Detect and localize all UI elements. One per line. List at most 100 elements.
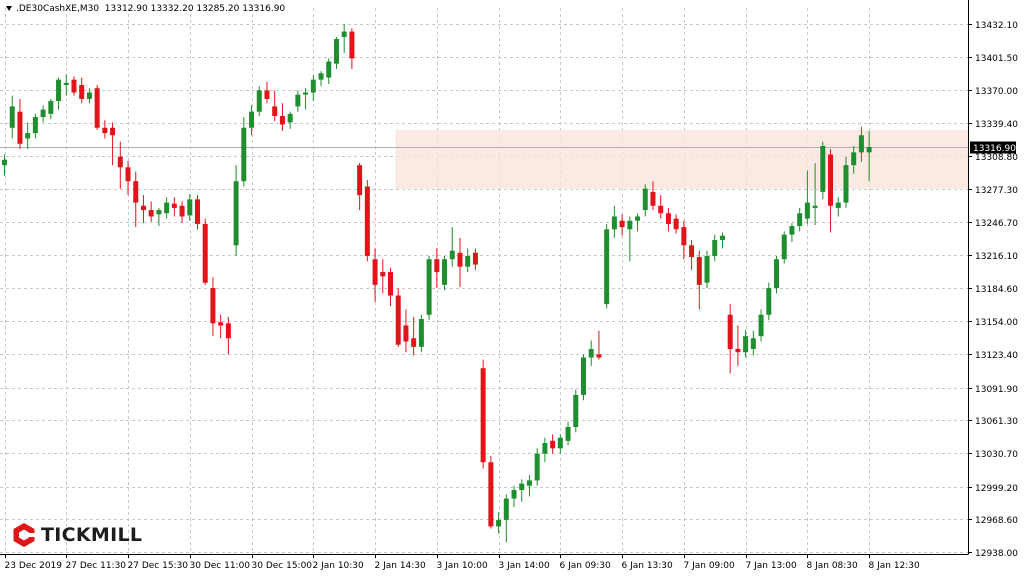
candle-body [781, 234, 787, 260]
zone-rect [395, 129, 969, 189]
candle-body [125, 167, 131, 182]
dropdown-triangle-icon[interactable] [6, 6, 12, 11]
candle-body [187, 199, 193, 216]
candle-body [696, 257, 702, 285]
candles [2, 24, 872, 543]
candle-body [279, 116, 285, 125]
candle-body [94, 88, 100, 128]
candle-body [148, 210, 154, 217]
candle-body [233, 181, 239, 246]
candle-body [573, 394, 579, 427]
candle-body [357, 165, 363, 196]
x-tick-label: 3 Jan 10:00 [437, 561, 489, 571]
candle-body [635, 216, 641, 221]
candle-body [565, 426, 571, 441]
candle-body [858, 135, 864, 153]
candle-body [596, 354, 602, 358]
ohlc-values: 13312.90 13332.20 13285.20 13316.90 [104, 4, 286, 14]
y-tick-label: 13246.70 [975, 219, 1018, 229]
candle-body [735, 348, 741, 353]
candle-body [380, 272, 386, 277]
candle-body [372, 259, 378, 285]
candle-body [804, 202, 810, 219]
tickmill-logo: TICKMILL [12, 522, 142, 548]
logo-text: TICKMILL [41, 524, 143, 546]
x-tick-label: 8 Jan 08:30 [807, 561, 859, 571]
y-tick-label: 13061.30 [975, 417, 1018, 427]
candle-body [56, 79, 62, 102]
candle-body [418, 319, 424, 347]
candle-body [835, 202, 841, 208]
candle-body [681, 227, 687, 246]
candle-body [557, 437, 563, 449]
candle-body [843, 165, 849, 203]
candle-body [171, 203, 177, 208]
current-price-label: 13316.90 [973, 144, 1016, 154]
candle-body [480, 368, 486, 463]
x-tick-label: 23 Dec 2019 [5, 561, 63, 571]
x-tick-label: 3 Jan 14:00 [499, 561, 551, 571]
x-tick-label: 7 Jan 13:00 [746, 561, 798, 571]
candle-body [758, 314, 764, 337]
supply-zone [0, 129, 969, 189]
candle-body [774, 259, 779, 289]
x-tick-label: 7 Jan 09:00 [684, 561, 736, 571]
candle-body [156, 210, 162, 215]
candle-body [388, 272, 393, 296]
candle-body [364, 186, 370, 256]
y-tick-label: 13091.90 [975, 385, 1018, 395]
candle-body [866, 146, 872, 153]
candle-body [519, 483, 525, 491]
candle-body [689, 245, 695, 258]
y-tick-label: 13123.40 [975, 351, 1018, 361]
candle-body [25, 133, 31, 139]
y-tick-label: 12999.20 [975, 484, 1018, 494]
candle-body [133, 181, 139, 203]
candle-body [179, 205, 185, 217]
candle-body [303, 92, 309, 95]
candle-body [465, 255, 471, 267]
candle-body [318, 73, 324, 80]
y-tick-label: 13432.10 [975, 21, 1018, 31]
y-tick-label: 13154.00 [975, 318, 1018, 328]
candle-body [272, 106, 278, 117]
chart-info-header: .DE30CashXE,M30 13312.90 13332.20 13285.… [6, 4, 285, 14]
candle-body [411, 338, 417, 347]
candle-body [218, 322, 224, 326]
candle-body [264, 90, 270, 99]
x-tick-label: 27 Dec 15:30 [128, 561, 189, 571]
candle-body [619, 220, 625, 228]
candle-body [650, 191, 656, 206]
x-tick-label: 30 Dec 11:00 [190, 561, 251, 571]
candle-body [797, 213, 803, 227]
candle-body [295, 94, 301, 107]
candle-body [812, 205, 818, 208]
candle-body [719, 235, 725, 240]
candle-body [581, 357, 586, 395]
candle-body [164, 202, 170, 214]
candle-body [743, 336, 749, 353]
candle-body [326, 61, 332, 78]
candle-body [665, 213, 671, 224]
candle-body [449, 250, 455, 260]
y-tick-label: 13216.10 [975, 252, 1018, 262]
candle-body [79, 85, 85, 99]
candle-body [658, 205, 664, 214]
candle-body [673, 218, 679, 230]
y-tick-label: 13030.70 [975, 450, 1018, 460]
candle-body [225, 323, 231, 339]
x-tick-label: 27 Dec 11:30 [66, 561, 127, 571]
candle-body [395, 295, 401, 345]
candle-body [333, 39, 339, 64]
candle-body [287, 113, 293, 123]
candle-body [349, 31, 355, 59]
candle-body [727, 314, 733, 349]
candle-body [110, 127, 116, 136]
candle-body [828, 154, 834, 206]
candle-body [712, 239, 718, 256]
tickmill-logo-icon [13, 523, 36, 547]
candle-body [820, 145, 826, 192]
candle-body [2, 159, 7, 166]
y-tick-label: 13277.30 [975, 186, 1018, 196]
